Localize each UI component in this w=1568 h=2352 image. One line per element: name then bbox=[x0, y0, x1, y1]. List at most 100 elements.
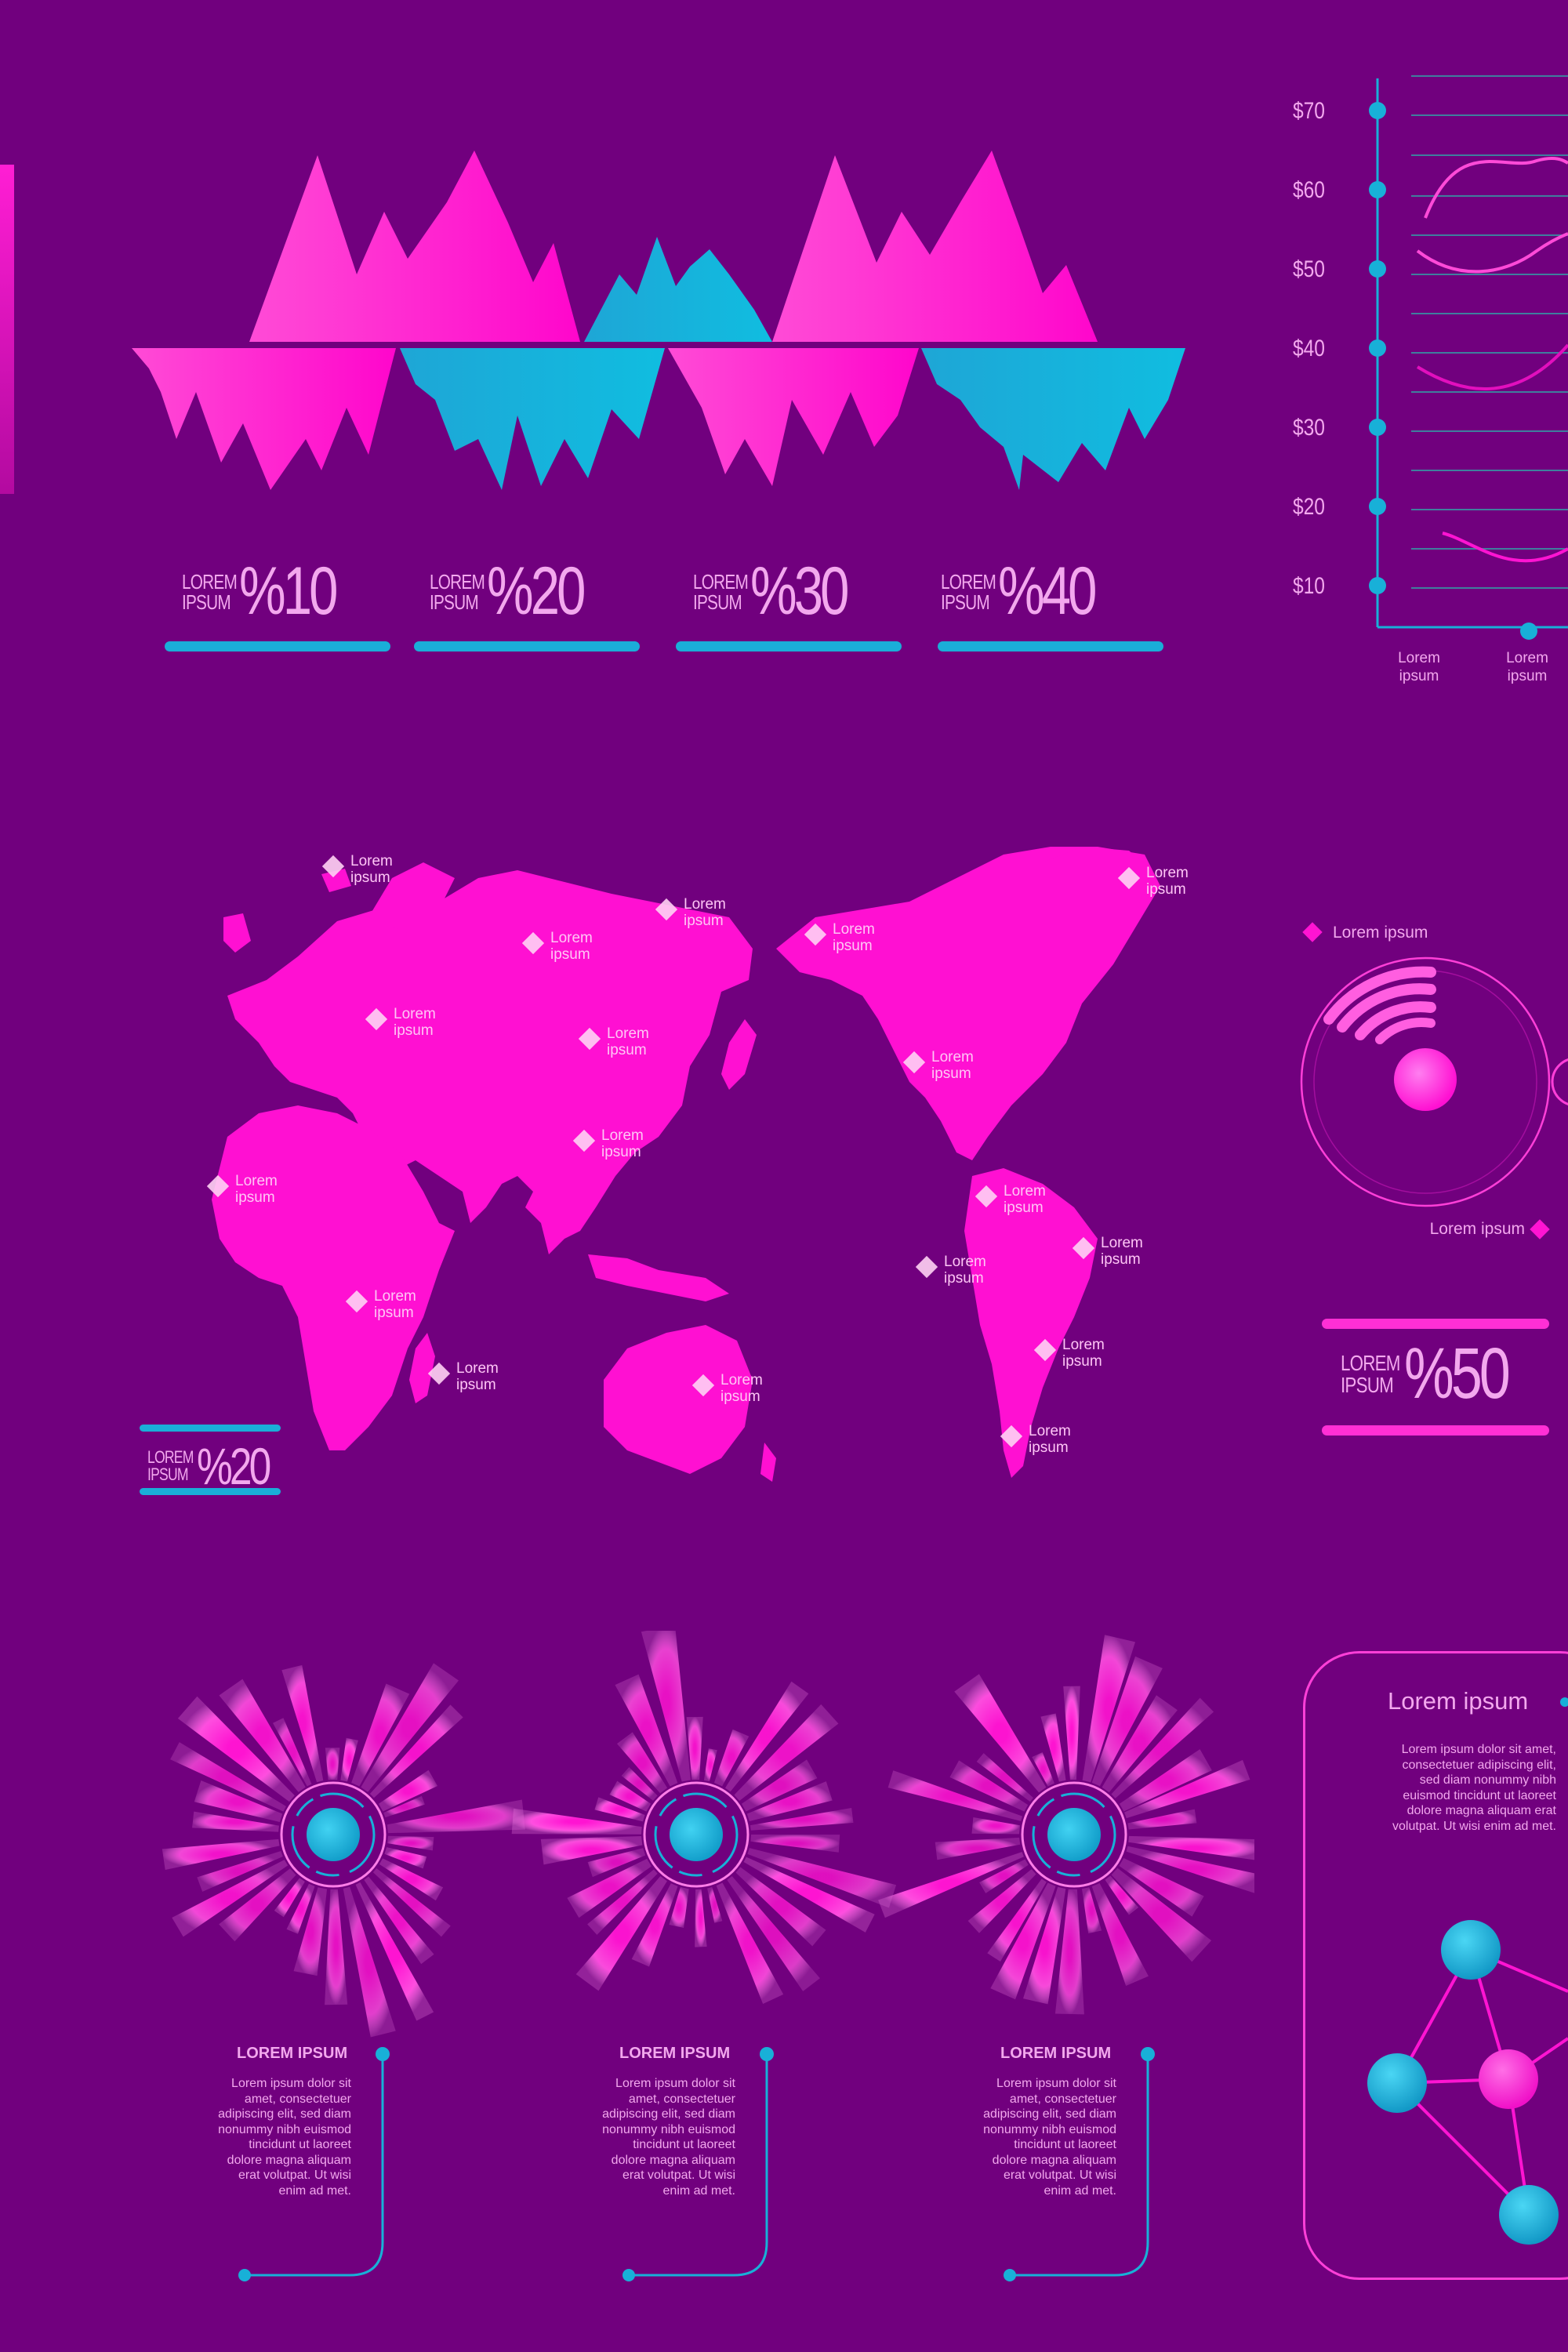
burst-spoke bbox=[372, 1867, 451, 1937]
burst-spoke bbox=[1082, 1635, 1136, 1783]
burst-spoke bbox=[1105, 1875, 1139, 1915]
connector-dot bbox=[1141, 2047, 1155, 2061]
x-tick-label-2: Lorem bbox=[1506, 650, 1548, 666]
lower-peaks bbox=[132, 348, 1185, 490]
burst-spoke bbox=[641, 1631, 691, 1782]
map-marker-label: Lorem bbox=[374, 1288, 416, 1305]
burst-spoke bbox=[286, 1883, 315, 1934]
gauge-legend-marker-top bbox=[1302, 922, 1323, 942]
stat-label-line1: LOREM bbox=[1341, 1350, 1400, 1375]
y-tick-dot bbox=[1369, 260, 1386, 278]
gauge-stat-bar-top bbox=[1322, 1319, 1549, 1329]
burst-spoke bbox=[511, 1808, 642, 1835]
map-markers: LoremipsumLoremipsumLoremipsumLoremipsum… bbox=[206, 853, 1189, 1456]
continent-eurasia bbox=[227, 870, 753, 1254]
stat-value: %50 bbox=[1403, 1334, 1511, 1414]
burst-spoke bbox=[669, 1887, 689, 1929]
map-marker-label-line2: ipsum bbox=[601, 1144, 641, 1160]
burst-spoke bbox=[197, 1850, 283, 1892]
burst-spoke bbox=[1124, 1759, 1250, 1819]
gauge-arc-4 bbox=[1375, 1018, 1436, 1044]
burst-spoke bbox=[631, 1883, 678, 1967]
burst-spoke bbox=[716, 1882, 784, 2004]
map-marker-icon bbox=[1033, 1338, 1057, 1362]
map-marker-icon bbox=[1000, 1425, 1023, 1448]
series-line-1 bbox=[1424, 157, 1568, 219]
map-marker-label-line2: ipsum bbox=[456, 1377, 496, 1393]
x-tick-label-2-line2: ipsum bbox=[1508, 668, 1548, 684]
y-tick-label: $70 bbox=[1293, 97, 1325, 124]
map-marker-icon bbox=[655, 898, 678, 921]
stat-bar-2 bbox=[414, 641, 640, 652]
burst-desc-body: Lorem ipsum dolor sit amet, consectetuer… bbox=[983, 2077, 1116, 2198]
y-tick-label: $20 bbox=[1293, 493, 1325, 520]
network-graph bbox=[1367, 1920, 1568, 2245]
map-marker-label: Lorem bbox=[1004, 1183, 1046, 1200]
map-marker-label: Lorem bbox=[931, 1049, 974, 1065]
burst-spoke bbox=[695, 1889, 707, 1947]
map-marker-label-line2: ipsum bbox=[1004, 1200, 1044, 1216]
burst-spoke bbox=[594, 1797, 645, 1822]
burst-spoke bbox=[369, 1704, 463, 1798]
burst-spoke bbox=[743, 1857, 875, 1933]
burst-spoke bbox=[1040, 1713, 1066, 1782]
peak-pink-left bbox=[249, 151, 580, 342]
map-marker-label-line2: ipsum bbox=[1101, 1251, 1141, 1268]
map-marker-label: Lorem bbox=[607, 1025, 649, 1042]
y-tick-label: $60 bbox=[1293, 176, 1325, 203]
gauge-stat: LOREM IPSUM %50 bbox=[1341, 1333, 1537, 1415]
map-marker-label: Lorem bbox=[833, 921, 875, 938]
burst-spoke bbox=[1023, 1886, 1066, 2005]
island-uk bbox=[223, 913, 251, 953]
gauge-label-bottom: Lorem ipsum bbox=[1430, 1220, 1525, 1238]
network-node bbox=[1367, 2053, 1427, 2113]
trough-cyan-2 bbox=[921, 348, 1185, 490]
map-marker-label-line2: ipsum bbox=[1029, 1439, 1069, 1456]
map-marker-label-line2: ipsum bbox=[350, 869, 390, 886]
burst-desc-title: LOREM IPSUM bbox=[1000, 2045, 1112, 2062]
y-ticks: $70 $60 $50 $40 $30 $20 $10 bbox=[1293, 97, 1386, 599]
trough-cyan-1 bbox=[400, 348, 665, 490]
radial-gauge: Lorem ipsum Lorem ipsum bbox=[1300, 922, 1568, 1240]
left-edge-bar bbox=[0, 165, 14, 494]
stat-value: %20 bbox=[197, 1437, 271, 1495]
y-tick-label: $50 bbox=[1293, 256, 1325, 282]
burst-core bbox=[1047, 1808, 1101, 1861]
gauge-outer-ring bbox=[1300, 956, 1551, 1207]
burst-spoke bbox=[1081, 1887, 1102, 1934]
map-marker-label: Lorem bbox=[550, 930, 593, 946]
x-tick-label-1-line2: ipsum bbox=[1399, 668, 1439, 684]
map-marker-label-line2: ipsum bbox=[684, 913, 724, 929]
map-marker-icon bbox=[521, 931, 545, 955]
burst-spoke bbox=[194, 1780, 283, 1822]
island-greenland bbox=[1035, 847, 1152, 949]
continents bbox=[212, 847, 1160, 1482]
map-marker-icon bbox=[902, 1051, 926, 1074]
burst-spoke bbox=[1119, 1857, 1204, 1917]
y-tick-dot bbox=[1369, 577, 1386, 594]
stat-label-line1: LOREM bbox=[941, 569, 996, 593]
burst-spoke bbox=[949, 1760, 1029, 1812]
burst-connectors bbox=[238, 2047, 1155, 2281]
stat-label-line1: LOREM bbox=[147, 1447, 194, 1467]
burst-spoke bbox=[219, 1868, 296, 1942]
burst-spoke bbox=[172, 1860, 289, 1937]
burst-spoke bbox=[387, 1799, 525, 1834]
map-marker-label-line2: ipsum bbox=[931, 1065, 971, 1082]
burst-spoke bbox=[750, 1807, 854, 1831]
connector-dot bbox=[376, 2047, 390, 2061]
map-marker-icon bbox=[345, 1290, 368, 1313]
map-marker-label: Lorem bbox=[1029, 1423, 1071, 1439]
map-marker-label: Lorem bbox=[235, 1173, 278, 1189]
burst-spoke bbox=[987, 1878, 1047, 1962]
network-edge bbox=[1396, 2082, 1530, 2216]
line-chart: $70$60$50$40$30$20$10 Lorem ipsum Lorem … bbox=[1293, 75, 1568, 684]
islands-indonesia bbox=[588, 1254, 729, 1301]
trough-pink-1 bbox=[132, 348, 396, 490]
burst-chart-3 bbox=[878, 1635, 1254, 2015]
stat-bar-3 bbox=[676, 641, 902, 652]
burst-spoke bbox=[954, 1674, 1047, 1793]
gauge-right-ring-edge bbox=[1551, 1058, 1568, 1105]
network-card-body: Lorem ipsum dolor sit amet, consectetuer… bbox=[1392, 1743, 1556, 1833]
map-marker-icon bbox=[427, 1362, 451, 1385]
